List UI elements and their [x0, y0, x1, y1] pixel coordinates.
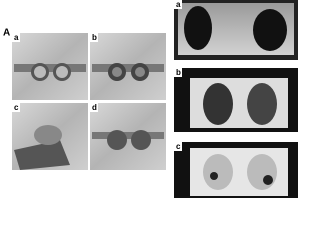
page: A a b c d a — [3, 0, 298, 198]
photo: b — [174, 68, 298, 132]
photo-label: b — [176, 68, 181, 77]
figure: A a b c d a — [3, 0, 298, 198]
photo-label: c — [14, 103, 19, 112]
photo-label: c — [176, 142, 181, 151]
photo-label: a — [14, 33, 19, 42]
photo-label: b — [92, 33, 97, 42]
photo: a — [174, 0, 298, 60]
photo: b — [90, 33, 166, 100]
photo: d — [90, 103, 166, 170]
photo-label: a — [176, 0, 181, 9]
photo: a — [12, 33, 88, 100]
photo: c — [12, 103, 88, 170]
photo-label: d — [92, 103, 97, 112]
panel-label: A — [3, 28, 10, 39]
photo: c — [174, 142, 298, 198]
